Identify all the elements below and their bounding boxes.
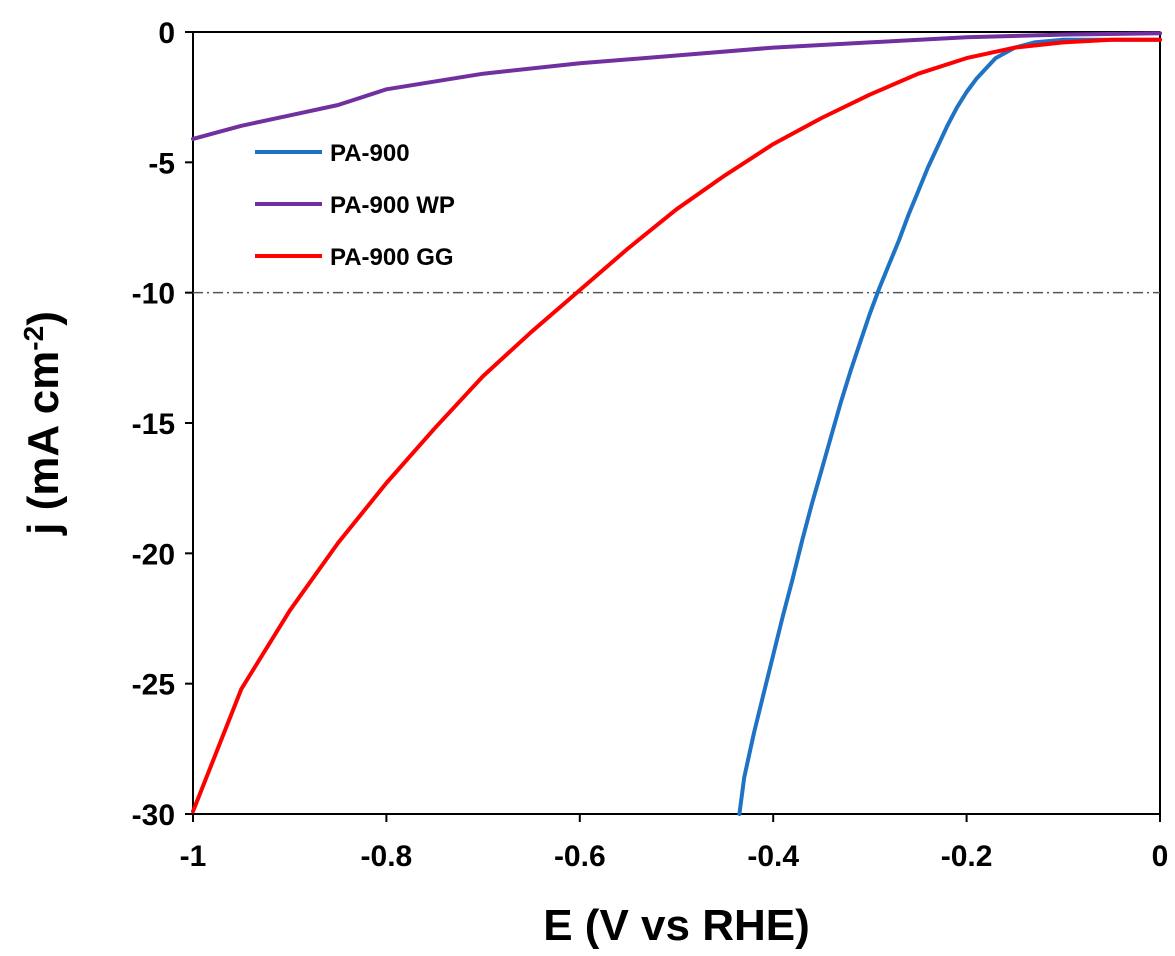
x-tick-label: -0.2: [941, 840, 993, 873]
x-ticks: -1 -0.8 -0.6 -0.4 -0.2 0: [180, 814, 1169, 873]
legend-label-pa-900: PA-900: [330, 140, 410, 167]
series-line-pa-900: [737, 37, 1162, 816]
y-axis-title-main: j (mA cm: [19, 351, 68, 536]
x-tick-label: 0: [1152, 840, 1169, 873]
x-tick-label: -1: [180, 840, 207, 873]
y-ticks: 0 -5 -10 -15 -20 -25 -30: [132, 17, 193, 832]
y-axis-title-superscript: -2: [18, 326, 49, 351]
y-axis-title-end: ): [19, 311, 68, 326]
y-tick-label: -15: [132, 408, 175, 441]
legend-label-pa-900-gg: PA-900 GG: [330, 244, 454, 271]
legend-label-pa-900-wp: PA-900 WP: [330, 192, 455, 219]
y-tick-label: -25: [132, 669, 175, 702]
y-tick-label: -30: [132, 799, 175, 832]
y-tick-label: -5: [148, 147, 175, 180]
y-tick-label: -10: [132, 278, 175, 311]
legend: PA-900 PA-900 WP PA-900 GG: [255, 140, 455, 271]
y-axis-title: j (mA cm-2): [18, 311, 69, 536]
x-tick-label: -0.4: [747, 840, 799, 873]
series-line-pa-900-gg: [191, 37, 1162, 814]
x-tick-label: -0.8: [361, 840, 413, 873]
x-tick-label: -0.6: [554, 840, 606, 873]
series-layer: [191, 31, 1162, 816]
y-tick-label: 0: [158, 17, 175, 50]
series-line-pa-900-wp: [191, 31, 1162, 141]
y-tick-label: -20: [132, 538, 175, 571]
x-axis-title: E (V vs RHE): [543, 901, 810, 950]
